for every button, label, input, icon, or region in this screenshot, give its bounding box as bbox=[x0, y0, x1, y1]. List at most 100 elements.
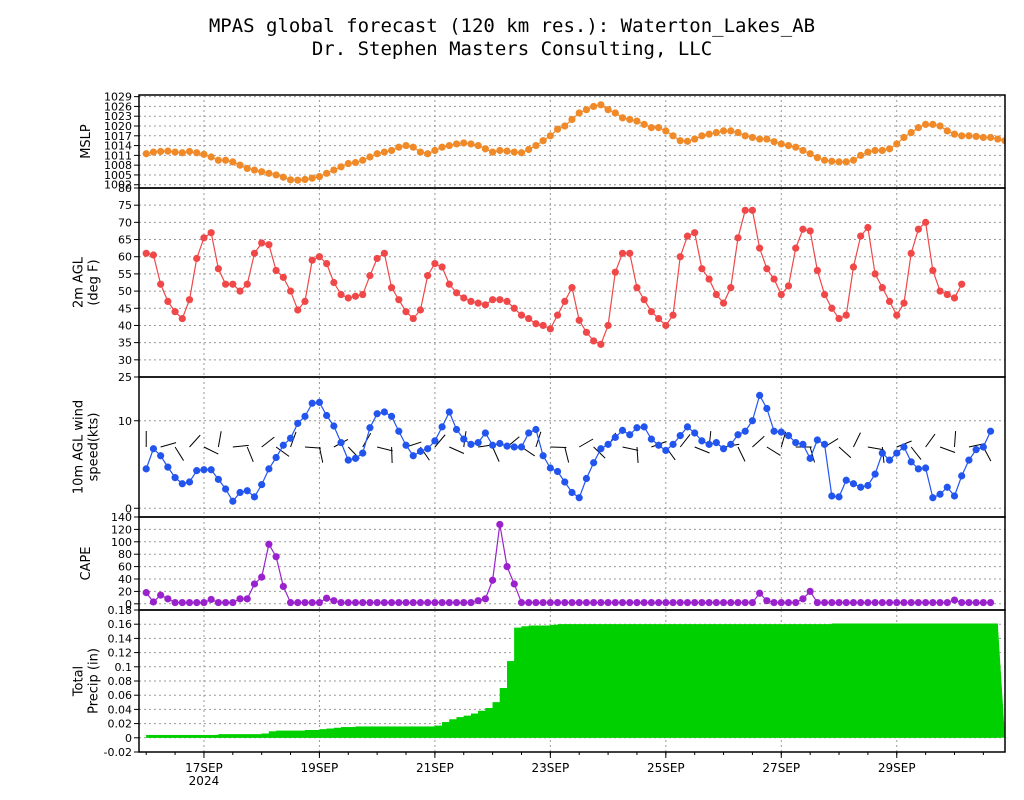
wind-point bbox=[467, 440, 475, 448]
wind-point bbox=[907, 458, 915, 466]
cape-point bbox=[640, 598, 648, 607]
wind-point bbox=[734, 431, 742, 439]
y-tick-label: 55 bbox=[118, 268, 132, 281]
precip-bar bbox=[636, 624, 645, 738]
mslp-point bbox=[243, 164, 251, 173]
mslp-point bbox=[561, 122, 569, 130]
precip-bar bbox=[709, 624, 717, 738]
cape-point bbox=[611, 598, 619, 607]
precip-bar bbox=[550, 624, 558, 738]
wind-point bbox=[820, 440, 829, 448]
mslp-point bbox=[922, 120, 930, 128]
wind-barb bbox=[578, 438, 594, 448]
mslp-point bbox=[626, 115, 634, 124]
mslp-point bbox=[553, 125, 562, 133]
temp-point bbox=[409, 314, 417, 323]
y-tick-label: 1002 bbox=[104, 179, 132, 192]
temp-point bbox=[178, 314, 186, 323]
mslp-point bbox=[820, 156, 829, 164]
wind-point bbox=[950, 492, 959, 500]
wind-point bbox=[655, 441, 663, 449]
temp-point bbox=[907, 249, 915, 257]
mslp-point bbox=[142, 150, 150, 158]
cape-point bbox=[907, 598, 915, 607]
wind-point bbox=[878, 449, 886, 457]
wind-point bbox=[676, 432, 684, 440]
precip-bar bbox=[297, 730, 305, 738]
mslp-point bbox=[683, 137, 692, 145]
temp-point bbox=[164, 297, 172, 305]
wind-point bbox=[979, 443, 987, 451]
temp-point bbox=[582, 328, 591, 336]
cape-point bbox=[719, 598, 728, 607]
x-tick-label: 23SEP bbox=[531, 761, 569, 775]
cape-point bbox=[193, 598, 201, 607]
wind-point bbox=[705, 440, 713, 448]
y-tick-label: 0.14 bbox=[108, 632, 133, 645]
mslp-point bbox=[525, 145, 533, 154]
chart-title-line1: MPAS global forecast (120 km res.): Wate… bbox=[209, 15, 815, 37]
precip-bar bbox=[687, 624, 695, 738]
wind-point bbox=[481, 429, 489, 437]
cape-point bbox=[265, 540, 273, 548]
cape-point bbox=[943, 598, 951, 607]
wind-point bbox=[344, 456, 352, 464]
wind-point bbox=[272, 453, 280, 462]
wind-barb bbox=[694, 446, 710, 454]
wind-point bbox=[828, 492, 836, 500]
temp-point bbox=[936, 287, 944, 295]
precip-bar bbox=[449, 719, 457, 738]
cape-point bbox=[496, 520, 504, 529]
cape-point bbox=[532, 598, 540, 607]
cape-point bbox=[517, 598, 526, 607]
wind-point bbox=[799, 440, 807, 448]
wind-point bbox=[250, 493, 259, 501]
wind-point bbox=[857, 483, 865, 491]
temp-point bbox=[857, 232, 865, 240]
precip-bar bbox=[954, 623, 962, 738]
temp-point bbox=[756, 244, 764, 252]
mslp-point bbox=[489, 148, 497, 156]
series-cape bbox=[142, 520, 995, 607]
mslp-point bbox=[200, 150, 208, 158]
precip-bar bbox=[968, 623, 977, 738]
y-tick-label: 40 bbox=[118, 573, 132, 586]
wind-line bbox=[145, 393, 992, 503]
cape-point bbox=[806, 587, 814, 596]
cape-point bbox=[864, 598, 872, 607]
wind-point bbox=[229, 497, 237, 505]
wind-point bbox=[640, 423, 648, 431]
wind-barb bbox=[809, 446, 816, 463]
wind-barb bbox=[203, 446, 219, 455]
cape-point bbox=[885, 598, 894, 607]
panel-wind: 0 10 10m AGL wind speed(kts) bbox=[72, 376, 1006, 518]
y-tick-label: 0.16 bbox=[108, 618, 133, 631]
temp-point bbox=[193, 254, 201, 263]
mslp-point bbox=[857, 151, 865, 159]
wind-point bbox=[914, 465, 923, 473]
precip-bar bbox=[644, 624, 652, 738]
precip-bar bbox=[499, 688, 508, 738]
cape-point bbox=[539, 598, 547, 607]
temp-point bbox=[250, 249, 259, 257]
wind-point bbox=[142, 465, 150, 473]
wind-point bbox=[719, 445, 728, 453]
mslp-point bbox=[532, 141, 540, 150]
y-tick-label: 0.02 bbox=[108, 718, 133, 731]
y-axis-label: CAPE bbox=[79, 546, 94, 580]
wind-point bbox=[193, 467, 201, 475]
temp-point bbox=[200, 234, 208, 242]
wind-barb bbox=[679, 434, 691, 448]
cape-point bbox=[344, 598, 352, 607]
y-tick-label: 0.08 bbox=[108, 675, 133, 688]
wind-point bbox=[893, 449, 901, 457]
wind-barb bbox=[636, 446, 639, 463]
y-tick-label: 140 bbox=[111, 511, 132, 524]
cape-point bbox=[157, 591, 165, 599]
cape-point bbox=[351, 598, 360, 607]
mslp-point bbox=[452, 140, 461, 148]
temp-point bbox=[885, 297, 894, 305]
wind-point bbox=[222, 485, 230, 493]
wind-point bbox=[164, 463, 172, 471]
cape-point bbox=[243, 595, 251, 603]
